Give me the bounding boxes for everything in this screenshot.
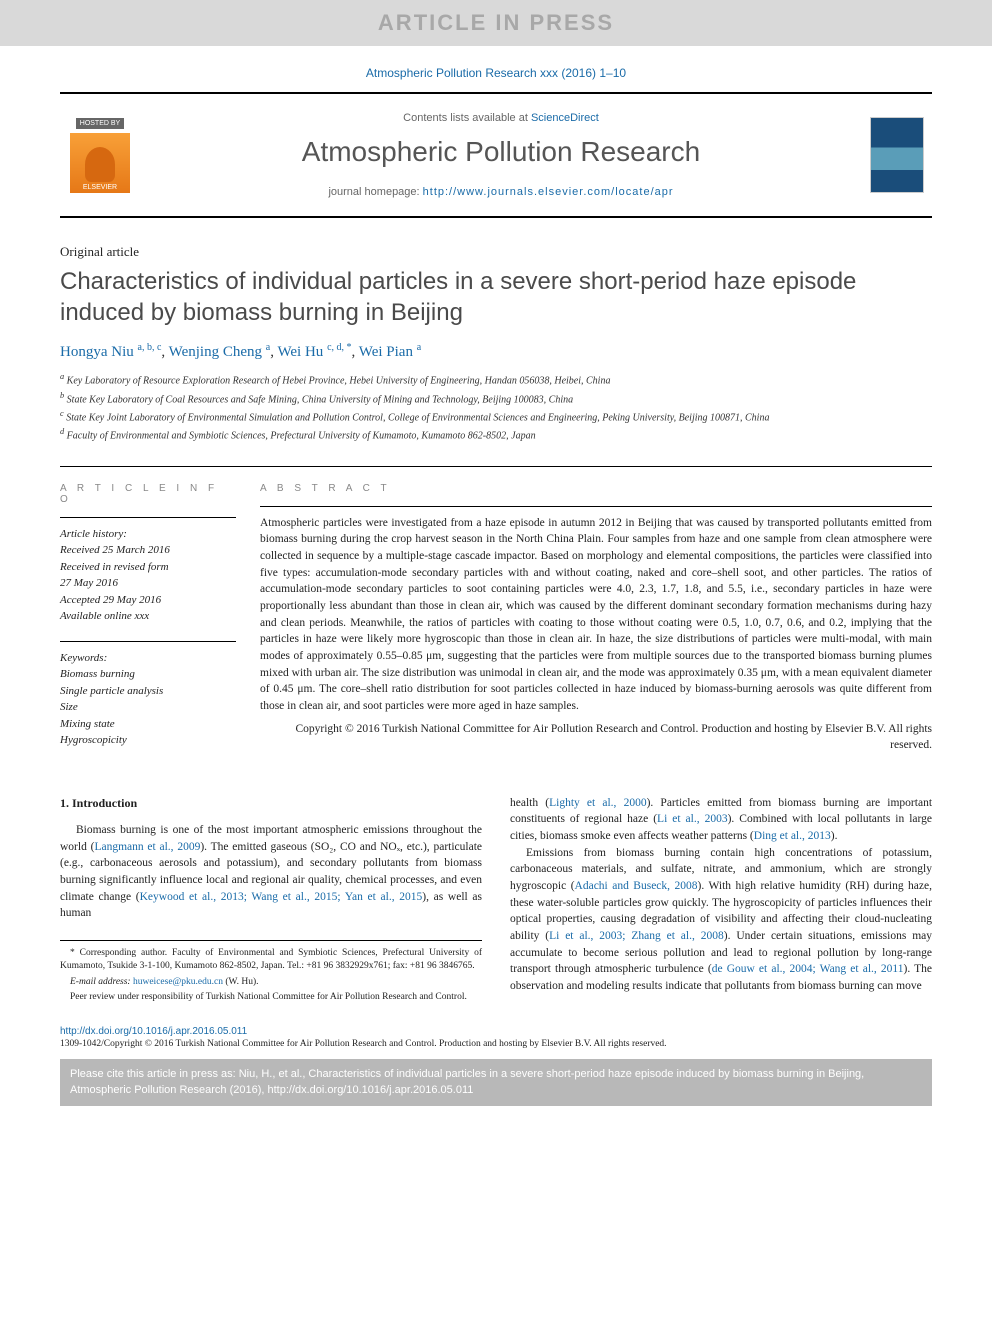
- citation-link[interactable]: Ding et al., 2013: [754, 830, 831, 842]
- email-line: E-mail address: huweicese@pku.edu.cn (W.…: [60, 976, 482, 989]
- journal-header: HOSTED BY ELSEVIER Contents lists availa…: [60, 92, 932, 218]
- citation-link[interactable]: Langmann et al., 2009: [94, 841, 200, 853]
- right-column: health (Lighty et al., 2000). Particles …: [510, 795, 932, 1007]
- abstract-heading: A B S T R A C T: [260, 483, 932, 494]
- paragraph: Biomass burning is one of the most impor…: [60, 822, 482, 922]
- article-info: A R T I C L E I N F O Article history: R…: [60, 483, 260, 765]
- author[interactable]: Hongya Niu: [60, 344, 134, 360]
- author[interactable]: Wenjing Cheng: [169, 344, 262, 360]
- issn-copyright: 1309-1042/Copyright © 2016 Turkish Natio…: [60, 1039, 932, 1049]
- paragraph: health (Lighty et al., 2000). Particles …: [510, 795, 932, 845]
- homepage-line: journal homepage: http://www.journals.el…: [150, 186, 852, 198]
- citation-link[interactable]: Adachi and Buseck, 2008: [575, 880, 698, 892]
- contents-line: Contents lists available at ScienceDirec…: [150, 112, 852, 124]
- paragraph: Emissions from biomass burning contain h…: [510, 845, 932, 995]
- authors-line: Hongya Niu a, b, c, Wenjing Cheng a, Wei…: [60, 342, 932, 361]
- citation-link[interactable]: Li et al., 2003; Zhang et al., 2008: [549, 930, 724, 942]
- author[interactable]: Wei Hu: [277, 344, 323, 360]
- sciencedirect-link[interactable]: ScienceDirect: [531, 112, 599, 124]
- left-column: 1. Introduction Biomass burning is one o…: [60, 795, 482, 1007]
- abstract-text: Atmospheric particles were investigated …: [260, 506, 932, 715]
- citation-link[interactable]: Lighty et al., 2000: [549, 797, 646, 809]
- footnotes: * Corresponding author. Faculty of Envir…: [60, 940, 482, 1004]
- body-columns: 1. Introduction Biomass burning is one o…: [60, 795, 932, 1007]
- elsevier-tree-icon: [85, 147, 115, 182]
- copyright-line: Copyright © 2016 Turkish National Commit…: [260, 721, 932, 753]
- article-history: Article history: Received 25 March 2016 …: [60, 517, 236, 625]
- cite-as-box: Please cite this article in press as: Ni…: [60, 1059, 932, 1106]
- corresponding-author: * Corresponding author. Faculty of Envir…: [60, 947, 482, 974]
- article-in-press-banner: ARTICLE IN PRESS: [0, 0, 992, 46]
- elsevier-logo-box: HOSTED BY ELSEVIER: [60, 94, 140, 216]
- affiliations: a Key Laboratory of Resource Exploration…: [60, 371, 932, 443]
- journal-cover-image: [870, 117, 924, 193]
- citation-header: Atmospheric Pollution Research xxx (2016…: [0, 46, 992, 92]
- article-type: Original article: [60, 244, 932, 260]
- section-heading: 1. Introduction: [60, 795, 482, 812]
- author[interactable]: Wei Pian: [359, 344, 413, 360]
- info-abstract-row: A R T I C L E I N F O Article history: R…: [60, 466, 932, 765]
- peer-review: Peer review under responsibility of Turk…: [60, 991, 482, 1004]
- keywords: Keywords: Biomass burning Single particl…: [60, 641, 236, 749]
- info-heading: A R T I C L E I N F O: [60, 483, 236, 505]
- header-center: Contents lists available at ScienceDirec…: [140, 94, 862, 216]
- doi-link[interactable]: http://dx.doi.org/10.1016/j.apr.2016.05.…: [60, 1026, 932, 1037]
- email-link[interactable]: huweicese@pku.edu.cn: [133, 977, 223, 987]
- homepage-link[interactable]: http://www.journals.elsevier.com/locate/…: [423, 186, 674, 198]
- journal-cover-box: [862, 94, 932, 216]
- journal-name: Atmospheric Pollution Research: [150, 136, 852, 168]
- abstract: A B S T R A C T Atmospheric particles we…: [260, 483, 932, 765]
- elsevier-logo: ELSEVIER: [70, 133, 130, 193]
- article-title: Characteristics of individual particles …: [60, 266, 932, 328]
- hosted-by-label: HOSTED BY: [76, 118, 124, 129]
- citation-link[interactable]: de Gouw et al., 2004; Wang et al., 2011: [712, 963, 904, 975]
- banner-text: ARTICLE IN PRESS: [378, 10, 614, 35]
- citation-link[interactable]: Li et al., 2003: [657, 813, 728, 825]
- citation-link[interactable]: Keywood et al., 2013; Wang et al., 2015;…: [140, 891, 423, 903]
